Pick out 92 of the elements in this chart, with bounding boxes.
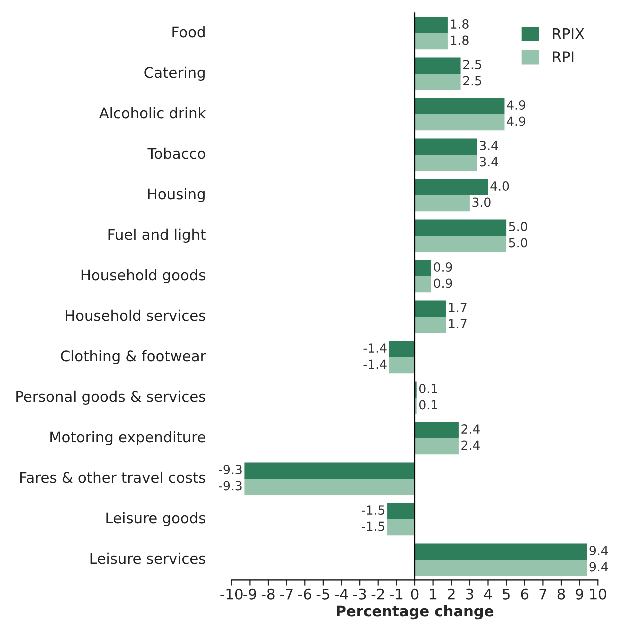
x-tick-label: -2: [372, 588, 384, 600]
data-label: 2.4: [462, 440, 480, 450]
data-label: 1.8: [451, 20, 469, 30]
bar: [415, 260, 432, 276]
data-label: 2.5: [464, 60, 482, 70]
y-tick-label: Housing: [148, 188, 205, 203]
x-tick-label: 0: [411, 588, 419, 600]
y-tick-label: Tobacco: [148, 148, 206, 160]
y-tick-label: Leisure services: [90, 552, 206, 564]
bar: [415, 17, 448, 34]
bar: [415, 33, 448, 50]
data-label: -1.4: [364, 344, 387, 353]
bar: [389, 357, 415, 374]
bar: [415, 300, 446, 317]
x-tick-label: -9: [244, 588, 256, 600]
bar: [415, 58, 461, 74]
y-tick-label: Leisure goods: [106, 512, 206, 527]
data-label: 3.4: [480, 157, 498, 167]
data-label: 3.4: [480, 141, 498, 151]
x-tick-label: 10: [590, 588, 606, 600]
y-tick-label: Household services: [66, 310, 206, 322]
x-tick-label: -5: [316, 589, 330, 600]
y-tick-label: Fuel and light: [108, 228, 206, 244]
x-tick-label: -8: [262, 588, 275, 600]
bar: [415, 114, 505, 131]
data-label: 9.4: [590, 546, 608, 556]
legend-label: RPIX: [553, 28, 585, 40]
bar: [415, 74, 461, 90]
y-tick-label: Motoring expenditure: [50, 431, 206, 446]
bar: [415, 236, 507, 252]
x-tick-label: 3: [466, 588, 474, 600]
x-tick-label: -7: [280, 589, 293, 600]
x-tick-label: -4: [335, 589, 348, 600]
data-label: 1.7: [449, 319, 467, 329]
x-tick-label: 2: [448, 588, 455, 600]
y-tick-label: Catering: [144, 66, 205, 82]
y-tick-label: Clothing & footwear: [61, 350, 206, 365]
data-label: 5.0: [509, 222, 528, 232]
x-tick-label: 7: [540, 589, 547, 600]
x-tick-label: 6: [521, 588, 529, 600]
bar: [415, 195, 470, 212]
data-label: 9.4: [590, 562, 608, 572]
data-label: 0.9: [434, 278, 452, 288]
bar: [415, 438, 459, 455]
x-tick-label: -6: [298, 588, 312, 600]
bar: [388, 519, 415, 536]
bar: [415, 422, 459, 438]
x-tick-label: 5: [503, 589, 510, 600]
data-label: 4.0: [490, 182, 510, 192]
data-label: 4.9: [507, 100, 526, 110]
bar: [415, 276, 432, 293]
x-axis-title: Percentage change: [337, 605, 494, 620]
data-label: 4.9: [507, 116, 526, 126]
bar: [415, 179, 488, 196]
data-label: 5.0: [509, 238, 528, 248]
data-label: 0.9: [434, 262, 452, 272]
y-tick-label: Household goods: [82, 269, 206, 284]
bar: [415, 560, 588, 576]
bar: [415, 544, 588, 560]
bar: [388, 503, 415, 520]
data-label: 2.5: [464, 76, 482, 86]
data-label: 0.1: [419, 400, 438, 410]
bar: [415, 138, 478, 155]
data-label: 0.1: [419, 384, 438, 394]
bar: [415, 316, 446, 334]
x-tick-label: 1: [430, 589, 437, 600]
data-label: -9.3: [219, 465, 242, 475]
data-label: 3.0: [472, 198, 491, 208]
y-tick-label: Personal goods & services: [16, 390, 206, 406]
bar: [244, 478, 415, 496]
data-label: 1.7: [449, 303, 467, 312]
y-tick-label: Food: [172, 26, 205, 38]
data-label: -1.5: [362, 506, 385, 516]
x-tick-label: -1: [390, 589, 403, 600]
data-label: -1.4: [364, 360, 387, 370]
legend-label: RPI: [553, 52, 574, 62]
x-tick-label: 4: [484, 589, 492, 600]
x-tick-label: 8: [558, 588, 566, 600]
bar: [389, 341, 415, 358]
y-tick-label: Fares & other travel costs: [20, 472, 206, 484]
bar: [415, 98, 505, 114]
x-tick-label: -10: [220, 588, 243, 600]
data-label: -1.5: [362, 522, 385, 532]
bar: [415, 220, 507, 236]
data-label: 1.8: [451, 36, 469, 46]
x-tick-label: 9: [576, 588, 584, 600]
x-tick-label: -3: [354, 588, 366, 600]
bar: [244, 462, 415, 479]
bar: [415, 154, 478, 172]
data-label: 2.4: [462, 424, 480, 434]
data-label: -9.3: [219, 481, 242, 491]
y-tick-label: Alcoholic drink: [99, 107, 206, 119]
